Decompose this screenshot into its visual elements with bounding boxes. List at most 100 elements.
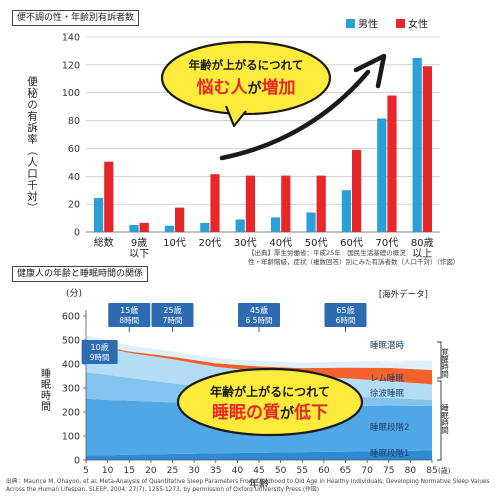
legend-swatch <box>396 19 405 28</box>
callout-bubble <box>176 367 364 437</box>
x-tick-label: 60 <box>318 466 330 476</box>
bracket-sleep <box>437 380 442 461</box>
bar-male <box>200 222 210 232</box>
bar-male <box>306 212 316 232</box>
x-tick-label: 85 <box>426 466 437 476</box>
age-annotation-label: 10歳 <box>91 342 109 352</box>
bar-female <box>387 95 397 232</box>
callout-emphasis: 睡眠の質 <box>212 402 280 423</box>
callout-particle: が <box>248 80 263 97</box>
area-layer <box>86 343 432 385</box>
bar-male <box>377 118 387 232</box>
bar-chart-source-line-2: 性・年齢階級，症状（複数回答）別にみた有訴者数（人口千対）（作図） <box>248 258 460 266</box>
layer-label: 中途覚醒 <box>370 354 405 365</box>
y-tick-label: 600 <box>62 312 80 323</box>
age-annotation-label: 65歳 <box>336 305 354 315</box>
callout-emphasis: 増加 <box>262 77 296 98</box>
bar-female <box>245 175 255 232</box>
bar-male <box>94 197 104 232</box>
x-tick-label: 総数 <box>94 236 114 249</box>
bar-chart-title: 便不調の性・年齢別有訴者数 <box>12 10 140 26</box>
age-annotation-box <box>108 303 151 327</box>
area-chart: 0 100 200 300 400 500 600 5 10 15 20 25 30 35 40 45 50 55… <box>39 288 451 490</box>
age-annotation-label: 25歳 <box>163 305 181 315</box>
layer-label: 睡眠段階1 <box>370 448 409 459</box>
age-annotation-value: 8時間 <box>119 316 139 325</box>
bar-female <box>316 175 326 232</box>
bar-female <box>281 175 291 232</box>
bar-male <box>412 57 422 233</box>
x-tick-label: 70代 <box>376 237 399 249</box>
callout-particle: が <box>280 405 295 422</box>
y-tick-label: 0 <box>74 228 80 239</box>
x-tick-label: 10 <box>102 466 114 476</box>
x-axis-unit: (歳) <box>438 466 451 475</box>
callout-bubble <box>160 40 332 116</box>
rising-arrow <box>219 69 371 161</box>
x-tick-label: 65 <box>340 466 351 476</box>
area-chart-source: 出典：Maurice M. Ohayon, et al, Meta-Analys… <box>6 479 490 493</box>
bar-chart-source-line-1: 【出典】厚生労働省：平成25年 国民生活基礎の概況 <box>248 249 406 257</box>
bar-female <box>210 174 220 232</box>
age-annotation-box <box>324 303 367 327</box>
x-tick-label: 35 <box>210 466 221 476</box>
x-tick-label: 50代 <box>305 237 328 249</box>
y-tick-label: 400 <box>62 360 80 371</box>
x-tick-label: 75 <box>383 466 394 476</box>
y-tick-label: 20 <box>68 200 80 211</box>
legend-swatch <box>346 19 355 28</box>
x-tick-label: 50 <box>275 466 287 476</box>
callout-tail-mask <box>233 106 245 112</box>
layer-label: 睡眠潜時 <box>370 340 405 351</box>
x-tick-label: 30 <box>188 466 200 476</box>
bar-male <box>164 225 174 232</box>
y-tick-label: 120 <box>62 60 80 71</box>
bar-female <box>175 207 185 232</box>
y-axis-label: 睡眠時間 <box>39 367 51 412</box>
layer-label: 徐波睡眠 <box>370 388 405 399</box>
x-tick-label: 30代 <box>234 237 257 249</box>
age-annotation-value: 7時間 <box>163 316 183 325</box>
bracket-awake <box>437 341 442 379</box>
x-tick-label: 40代 <box>269 237 292 249</box>
x-tick-label: 9歳 <box>131 237 147 249</box>
bar-chart-source: 【出典】厚生労働省：平成25年 国民生活基礎の概況 性・年齢階級，症状（複数回答… <box>248 249 498 267</box>
layer-label: 睡眠段階2 <box>370 422 409 433</box>
age-annotation-box <box>151 303 194 327</box>
rising-arrow-head <box>353 53 387 89</box>
callout-line-1: 年齢が上がるにつれて <box>189 58 304 72</box>
age-annotation-label: 15歳 <box>120 305 138 315</box>
callout-emphasis: 低下 <box>293 402 328 423</box>
x-tick-label: 15 <box>124 466 135 476</box>
x-tick-label: 40 <box>232 466 244 476</box>
x-tick-label: 以上 <box>412 248 432 260</box>
x-tick-label: 45 <box>253 466 264 476</box>
unit-label: (分) <box>66 288 82 299</box>
bar-female <box>139 222 149 232</box>
callout-emphasis: 悩む人 <box>197 77 249 98</box>
y-tick-label: 100 <box>62 88 80 99</box>
age-annotation-box <box>238 303 280 327</box>
age-annotation-label: 45歳 <box>250 305 268 315</box>
x-tick-label: 10代 <box>163 237 186 249</box>
y-tick-label: 80 <box>68 116 80 127</box>
callout-tail <box>224 105 247 128</box>
legend-label: 男性 <box>358 18 378 31</box>
x-tick-label: 55 <box>297 466 308 476</box>
bar-male <box>129 225 139 232</box>
callout-line-2: 睡眠の質が低下 <box>212 402 328 423</box>
age-annotation-value: 6時間 <box>336 316 356 325</box>
x-tick-label: 80 <box>405 466 417 476</box>
bar-female <box>104 161 114 232</box>
area-layer <box>86 335 432 370</box>
age-annotation-value: 6.5時間 <box>246 316 273 325</box>
callout-line-2: 悩む人が増加 <box>197 77 296 98</box>
x-tick-label: 5 <box>83 466 89 476</box>
area-layer <box>86 450 432 460</box>
legend-label: 女性 <box>408 18 428 31</box>
x-tick-label: 60代 <box>340 237 363 249</box>
y-tick-label: 60 <box>68 144 80 155</box>
bar-female <box>352 149 362 232</box>
x-tick-label: 25 <box>167 466 178 476</box>
